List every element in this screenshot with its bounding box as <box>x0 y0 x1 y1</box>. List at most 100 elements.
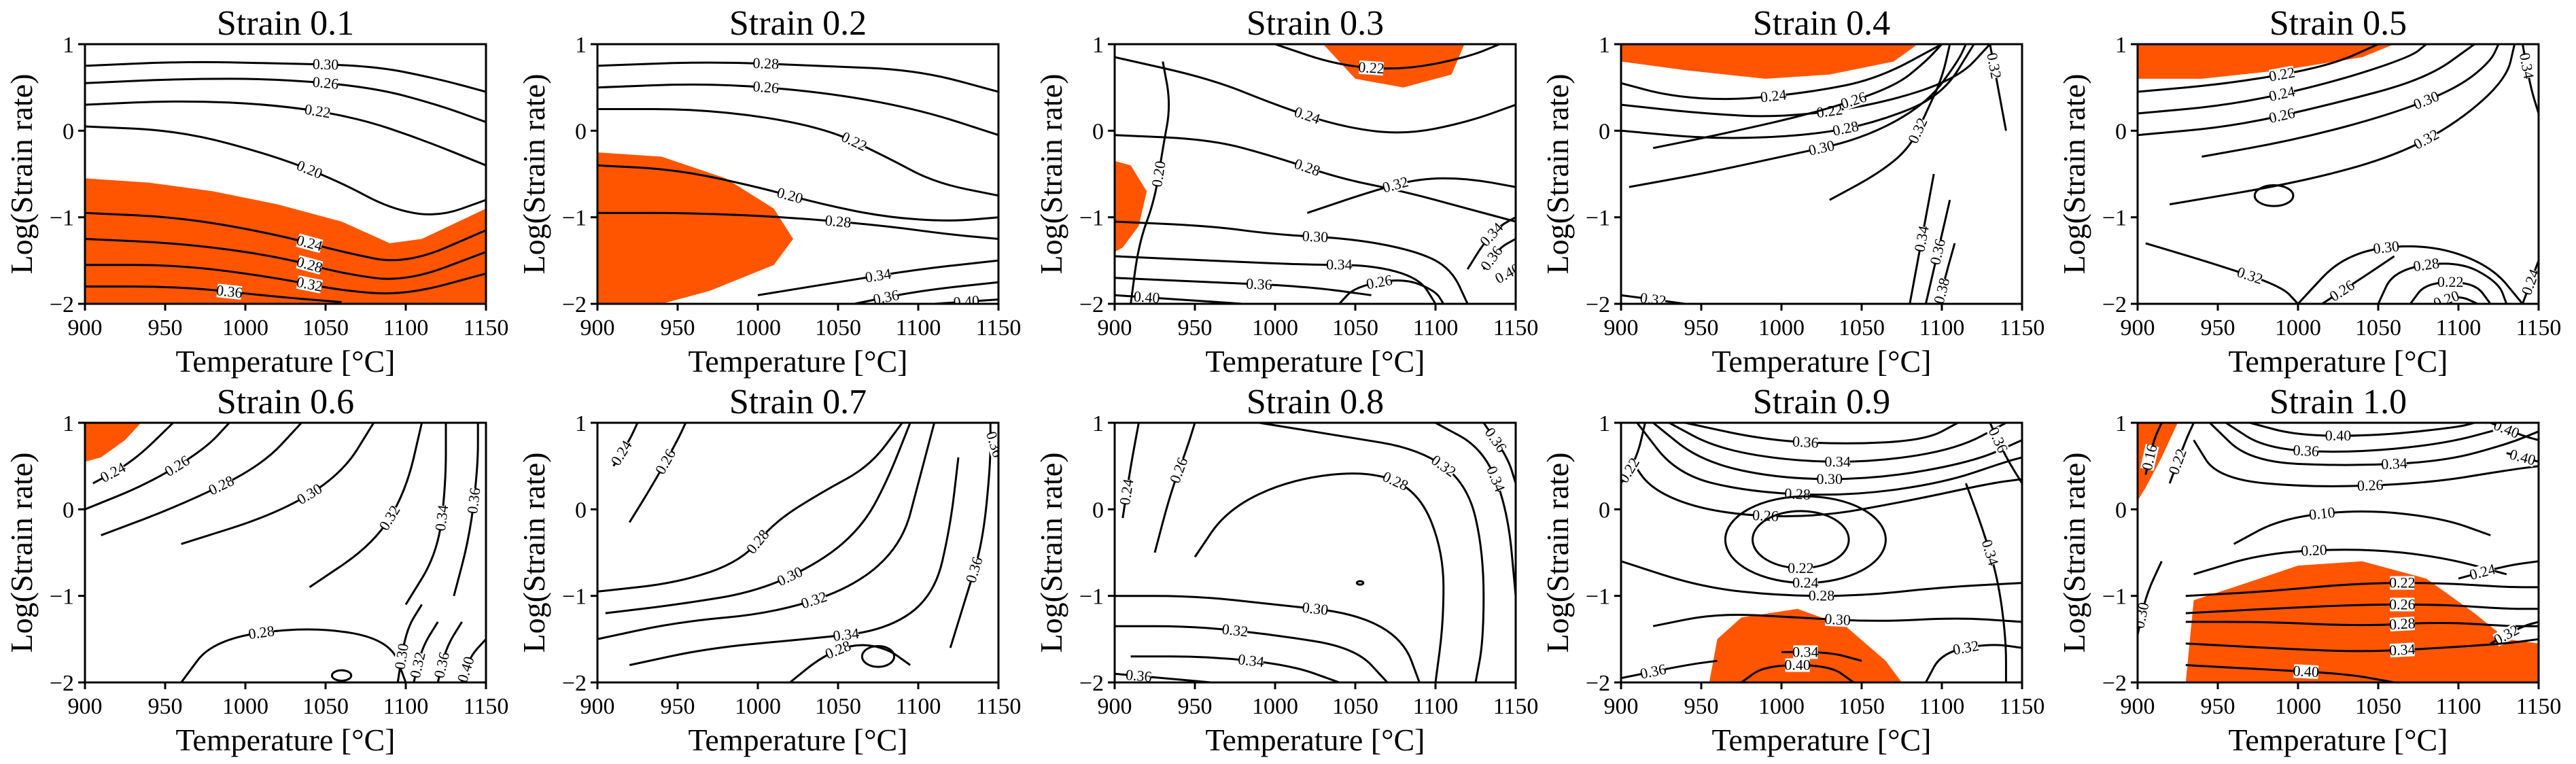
contour-line <box>2138 44 2475 137</box>
contour-label-bg <box>432 651 451 679</box>
contour-label-bg <box>1816 103 1843 120</box>
contour-label: 0.24 <box>1760 86 1788 105</box>
contour-line <box>2297 245 2524 304</box>
contour-label-bg <box>1126 667 1152 682</box>
panel-title: Strain 0.9 <box>1753 383 1890 421</box>
contour-line <box>2169 44 2516 206</box>
contour-label: 0.40 <box>2293 662 2320 680</box>
x-tick-label: 1150 <box>976 315 1022 341</box>
x-tick-label: 1050 <box>1332 315 1378 341</box>
y-tick-label: 0 <box>2115 498 2127 523</box>
x-tick-label: 1150 <box>2000 694 2045 719</box>
contour-label-bg <box>295 158 324 181</box>
x-tick-label: 1000 <box>1252 694 1298 719</box>
closed-contour <box>2253 184 2295 207</box>
y-tick-label: 0 <box>1599 498 1610 523</box>
contour-line <box>1274 44 1500 70</box>
contour-label: 0.40 <box>1133 288 1160 307</box>
contour-line <box>597 83 998 137</box>
contour-label-bg <box>1785 658 1810 672</box>
y-axis-label: Log(Strain rate) <box>4 73 39 274</box>
contour-label: 0.24 <box>1792 574 1819 591</box>
contour-label-bg <box>1484 465 1507 493</box>
y-tick-label: −2 <box>1079 671 1104 696</box>
contour-label-bg <box>2268 84 2296 103</box>
contour-label: 0.22 <box>2389 574 2416 591</box>
y-axis-label: Log(Strain rate) <box>517 452 551 653</box>
x-tick-label: 1050 <box>302 315 349 341</box>
x-axis-label: Temperature [°C] <box>2229 723 2448 757</box>
contour-label: 0.28 <box>824 211 852 230</box>
contour-label-bg <box>824 639 852 661</box>
x-tick-label: 900 <box>68 694 103 719</box>
contour-label-bg <box>1952 639 1979 657</box>
contour-line <box>1259 423 1485 682</box>
y-tick-label: −2 <box>1079 292 1104 317</box>
y-tick-label: 1 <box>575 33 587 58</box>
contour-label-bg <box>1809 589 1834 603</box>
unstable-region <box>85 178 486 304</box>
contour-label-bg <box>753 80 779 96</box>
contour-label-bg <box>455 655 476 682</box>
contour-line <box>2249 423 2475 437</box>
y-tick-label: −1 <box>1079 206 1104 231</box>
y-tick-label: −2 <box>562 671 587 696</box>
axes-frame <box>596 421 1000 684</box>
contour-label-bg <box>1752 508 1778 523</box>
closed-contour <box>1355 580 1365 586</box>
contour-line <box>1115 220 1469 304</box>
x-axis-label: Temperature [°C] <box>689 723 908 757</box>
plot-area: 0.360.340.300.280.260.220.360.340.280.30… <box>1621 423 2022 682</box>
contour-label-bg <box>1134 290 1160 304</box>
contour-label-bg <box>1932 277 1952 304</box>
contour-line <box>597 61 998 93</box>
contour-label-bg <box>2293 443 2319 459</box>
x-tick-label: 1100 <box>383 694 429 719</box>
plot-area: 0.240.26 0.280.32 0.340.360.300.320.340.36 <box>1115 423 1516 685</box>
contour-label-bg <box>1832 119 1860 138</box>
contour-label: 0.36 <box>1125 666 1153 685</box>
contour-label-bg <box>1327 258 1352 272</box>
contour-label: 0.40 <box>1784 657 1811 674</box>
contour-label: 0.34 <box>2381 455 2408 473</box>
y-tick-label: 0 <box>63 119 74 144</box>
contour-label-bg <box>954 294 979 304</box>
y-tick-label: 1 <box>575 411 587 436</box>
contour-label: 0.30 <box>2372 237 2400 257</box>
contour-label-bg <box>1986 426 2010 455</box>
contour-label-bg <box>2412 89 2441 111</box>
contour-label: 0.30 <box>391 642 412 671</box>
contour-label-bg <box>393 643 411 670</box>
contour-label-bg <box>865 266 892 285</box>
x-tick-label: 1100 <box>1413 315 1459 341</box>
unstable-region <box>597 152 793 304</box>
axes-frame <box>1620 43 2023 305</box>
x-tick-label: 1150 <box>2000 315 2045 341</box>
contour-label-bg <box>216 283 243 300</box>
y-tick-label: −2 <box>2102 671 2127 696</box>
y-tick-label: −1 <box>2102 206 2127 231</box>
contour-label-bg <box>2390 597 2415 612</box>
contour-label-bg <box>873 288 900 304</box>
x-tick-label: 1050 <box>302 694 349 719</box>
contour-label-bg <box>2138 602 2151 629</box>
x-tick-label: 1000 <box>222 694 268 719</box>
contour-label-bg <box>1793 576 1818 590</box>
x-tick-label: 1100 <box>1413 694 1459 719</box>
y-axis-label: Log(Strain rate) <box>1034 452 1068 653</box>
y-tick-label: 0 <box>575 119 587 144</box>
x-axis-label: Temperature [°C] <box>1206 723 1425 757</box>
y-tick-label: −2 <box>1586 671 1610 696</box>
axes-frame <box>1113 421 1517 684</box>
x-tick-label: 1150 <box>1493 315 1539 341</box>
contour-label-bg <box>2492 623 2521 647</box>
contour-panel: 0.16 0.220.400.360.340.260.400.400.100.20… <box>2057 383 2561 757</box>
contour-label-bg <box>1913 225 1931 253</box>
y-tick-label: −2 <box>50 292 74 317</box>
y-tick-label: −2 <box>50 671 74 696</box>
contour-label-bg <box>1293 105 1321 126</box>
contour-label: 0.34 <box>432 504 451 532</box>
contour-label-bg <box>2413 256 2439 274</box>
contour-line <box>2193 549 2507 576</box>
